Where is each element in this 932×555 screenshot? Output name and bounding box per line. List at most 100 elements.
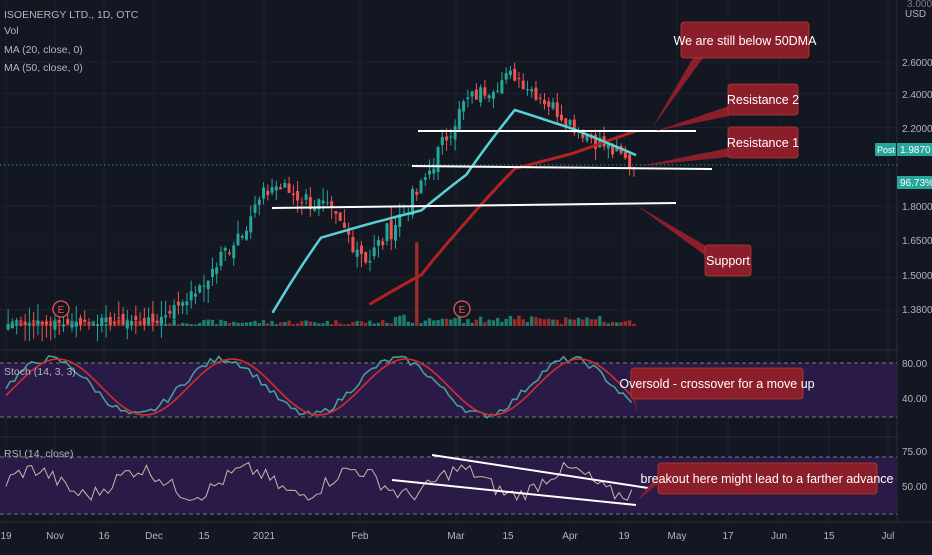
volume-bar: [223, 320, 227, 326]
candle: [219, 246, 223, 271]
volume-bar: [449, 319, 453, 326]
candle: [389, 207, 393, 251]
volume-bar: [568, 319, 572, 326]
volume-bar: [308, 321, 313, 326]
candle: [347, 222, 351, 244]
candle: [385, 223, 389, 246]
price-tick: 1.6500: [902, 236, 932, 247]
volume-bar: [257, 323, 261, 326]
volume-bar: [632, 323, 636, 326]
candle: [253, 195, 257, 218]
candle: [368, 249, 372, 272]
candle: [168, 305, 172, 318]
volume-bar: [372, 323, 376, 326]
callout-below-50dma[interactable]: We are still below 50DMA: [652, 21, 817, 128]
candle: [142, 307, 146, 331]
candle: [453, 119, 457, 151]
volume-bar: [602, 321, 606, 326]
candle: [308, 186, 312, 217]
candle: [227, 249, 231, 256]
callout-resistance2[interactable]: Resistance 2: [656, 83, 799, 131]
ma20-line: [271, 108, 637, 314]
candle: [206, 280, 210, 304]
volume-bar: [623, 321, 628, 326]
volume-bar: [521, 319, 525, 326]
callout-support[interactable]: Support: [636, 205, 752, 277]
volume-bar: [453, 317, 457, 326]
candle: [108, 312, 112, 331]
earnings-event-1[interactable]: E: [52, 300, 70, 318]
event-label: E: [58, 305, 65, 316]
candle: [57, 317, 61, 335]
volume-bar: [278, 322, 283, 326]
candle: [440, 129, 444, 155]
candle: [351, 230, 355, 254]
volume-bar: [585, 317, 589, 326]
volume-bar: [500, 321, 504, 326]
volume-bar: [461, 323, 466, 326]
volume-bar: [219, 319, 223, 326]
candle: [279, 183, 283, 190]
volume-bar: [317, 323, 321, 326]
candle: [91, 323, 95, 326]
volume-bar: [419, 323, 423, 326]
volume-bar: [168, 323, 172, 326]
volume-bar: [444, 318, 449, 326]
candle: [240, 233, 244, 240]
volume-bar: [189, 324, 193, 326]
callout-oversold[interactable]: Oversold - crossover for a move up: [619, 367, 815, 414]
candle: [466, 89, 470, 108]
volume-bar: [512, 319, 517, 326]
candle: [551, 97, 555, 111]
candle: [185, 292, 189, 315]
legend-title: ISOENERGY LTD., 1D, OTC: [4, 9, 139, 21]
candle: [100, 313, 104, 333]
candle: [202, 275, 206, 302]
candle: [83, 310, 87, 324]
support-line: [271, 202, 677, 209]
candle: [151, 300, 155, 332]
candle: [359, 241, 363, 268]
stoch-tick: 40.00: [902, 394, 927, 405]
candle: [15, 317, 19, 335]
candle: [138, 312, 142, 326]
candle: [147, 307, 151, 326]
oscillator-axis: 80.00 40.00 75.00 50.00: [902, 359, 927, 493]
candle: [428, 159, 432, 180]
volume-bar: [155, 323, 159, 326]
volume-bar: [389, 323, 393, 326]
volume-bar: [180, 322, 185, 326]
callout-resistance1[interactable]: Resistance 1: [640, 126, 799, 166]
candle: [500, 72, 504, 95]
volume-bar: [534, 317, 538, 326]
candle: [423, 173, 427, 187]
candle: [496, 82, 500, 94]
volume-bar: [427, 318, 432, 326]
rsi-tick: 75.00: [902, 447, 927, 458]
volume-bar: [295, 323, 300, 326]
volume-bar: [415, 242, 419, 326]
volume-bar: [210, 319, 215, 326]
earnings-event-2[interactable]: E: [453, 300, 471, 318]
volume-bar: [274, 324, 279, 326]
price-axis[interactable]: 3.0000 USD 2.6000 2.4000 2.2000 1.8000 1…: [902, 0, 932, 316]
rsi-resistance-trendline: [431, 454, 649, 489]
candle: [560, 104, 563, 123]
last-price-tag: Post 1.9870 96.73%: [875, 143, 932, 189]
stoch-k-line: [5, 355, 633, 420]
price-tick: 1.5000: [902, 271, 932, 282]
volume-bar: [483, 322, 487, 326]
volume-bar: [478, 316, 483, 326]
time-axis-label: Apr: [562, 531, 578, 542]
volume-bar: [517, 315, 521, 326]
volume-bar: [338, 323, 342, 326]
volume-bar: [334, 320, 338, 326]
volume-bar: [410, 322, 415, 326]
candle: [364, 251, 368, 265]
volume-bar: [606, 323, 611, 326]
callout-breakout[interactable]: breakout here might lead to a farther ad…: [638, 462, 894, 500]
candle: [70, 313, 74, 332]
time-axis[interactable]: 19 Nov 16 Dec 15 2021 Feb Mar 15 Apr 19 May 17 Jun 15 J…: [0, 531, 894, 542]
candle: [266, 184, 270, 201]
